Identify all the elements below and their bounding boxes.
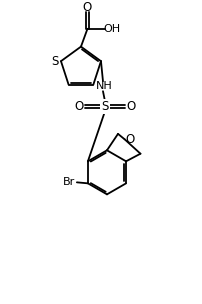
Text: NH: NH <box>96 81 112 91</box>
Text: O: O <box>75 100 84 113</box>
Text: Br: Br <box>63 177 75 187</box>
Text: O: O <box>126 133 135 146</box>
Text: S: S <box>101 100 109 113</box>
Text: O: O <box>126 100 135 113</box>
Text: O: O <box>83 1 92 14</box>
Text: OH: OH <box>104 24 121 34</box>
Text: S: S <box>51 55 58 68</box>
